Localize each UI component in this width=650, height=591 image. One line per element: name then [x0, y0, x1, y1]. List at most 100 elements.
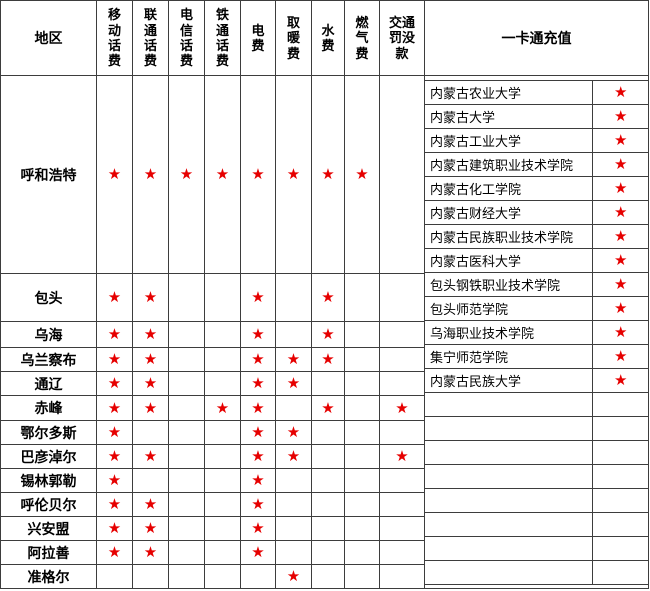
university-name-cell: 内蒙古医科大学: [425, 248, 593, 273]
star-cell: ★: [240, 444, 276, 469]
empty-cell: [132, 564, 169, 589]
empty-cell: [344, 321, 380, 348]
star-cell: ★: [240, 420, 276, 445]
star-cell: ★: [96, 492, 133, 517]
star-cell: ★: [132, 347, 169, 372]
empty-cell: [344, 492, 380, 517]
empty-cell: [275, 273, 312, 322]
empty-name-cell: [425, 536, 593, 561]
university-row: 乌海职业技术学院 ★: [425, 320, 648, 345]
empty-cell: [311, 468, 345, 493]
star-cell: ★: [168, 75, 205, 274]
empty-cell: [275, 540, 312, 565]
star-cell: ★: [591, 176, 648, 201]
empty-cell: [591, 512, 648, 537]
empty-cell: [311, 420, 345, 445]
empty-cell: [344, 395, 380, 421]
region-cell: 乌兰察布: [0, 347, 97, 372]
star-cell: ★: [96, 516, 133, 541]
star-cell: ★: [132, 516, 169, 541]
region-row: 乌海 ★ ★ ★ ★: [0, 321, 649, 348]
empty-cell: [275, 492, 312, 517]
empty-cell: [344, 347, 380, 372]
star-cell: ★: [275, 564, 312, 589]
star-cell: ★: [240, 492, 276, 517]
empty-cell: [344, 444, 380, 469]
region-cell: 兴安盟: [0, 516, 97, 541]
star-cell: ★: [591, 128, 648, 153]
empty-cell: [132, 468, 169, 493]
empty-cell: [168, 321, 205, 348]
region-cell: 通辽: [0, 371, 97, 396]
header-row: 地区 移 动 话 费 联 通 话 费 电 信 话 费 铁 通 话 费 电 费 取…: [0, 0, 649, 76]
empty-cell: [168, 492, 205, 517]
empty-row: [425, 392, 648, 417]
star-cell: ★: [591, 80, 648, 105]
star-cell: ★: [275, 371, 312, 396]
star-cell: ★: [240, 347, 276, 372]
university-name-cell: 集宁师范学院: [425, 344, 593, 369]
empty-cell: [344, 273, 380, 322]
empty-row: [425, 512, 648, 537]
star-cell: ★: [132, 371, 169, 396]
empty-cell: [379, 468, 425, 493]
region-row: 通辽 ★ ★ ★ ★: [0, 371, 649, 396]
star-cell: ★: [275, 347, 312, 372]
empty-cell: [379, 321, 425, 348]
region-row: 巴彦淖尔 ★ ★ ★ ★ ★: [0, 444, 649, 469]
empty-cell: [204, 516, 241, 541]
university-row: 内蒙古医科大学 ★: [425, 248, 648, 273]
empty-cell: [379, 347, 425, 372]
region-cell: 锡林郭勒: [0, 468, 97, 493]
empty-cell: [379, 564, 425, 589]
university-row: 内蒙古建筑职业技术学院 ★: [425, 152, 648, 177]
empty-cell: [344, 564, 380, 589]
university-name-cell: 包头师范学院: [425, 296, 593, 321]
empty-cell: [204, 321, 241, 348]
empty-cell: [168, 273, 205, 322]
university-row: 包头师范学院 ★: [425, 296, 648, 321]
star-cell: ★: [591, 200, 648, 225]
empty-cell: [204, 420, 241, 445]
header-card-recharge: 一卡通充值: [424, 0, 649, 76]
empty-cell: [344, 371, 380, 396]
star-cell: ★: [591, 104, 648, 129]
region-row: 包头 ★ ★ ★ ★: [0, 273, 649, 322]
star-cell: ★: [379, 444, 425, 469]
empty-cell: [96, 564, 133, 589]
empty-cell: [311, 492, 345, 517]
star-cell: ★: [96, 347, 133, 372]
empty-row: [425, 536, 648, 561]
star-cell: ★: [275, 420, 312, 445]
header-mobile-fee: 移 动 话 费: [96, 0, 133, 76]
star-cell: ★: [96, 273, 133, 322]
header-electricity-fee: 电 费: [240, 0, 276, 76]
empty-cell: [168, 468, 205, 493]
empty-cell: [204, 444, 241, 469]
empty-name-cell: [425, 488, 593, 513]
empty-cell: [379, 540, 425, 565]
star-cell: ★: [591, 272, 648, 297]
star-cell: ★: [591, 368, 648, 393]
star-cell: ★: [275, 75, 312, 274]
star-cell: ★: [96, 468, 133, 493]
empty-name-cell: [425, 416, 593, 441]
university-name-cell: 内蒙古建筑职业技术学院: [425, 152, 593, 177]
empty-cell: [168, 516, 205, 541]
star-cell: ★: [132, 273, 169, 322]
star-cell: ★: [240, 273, 276, 322]
star-cell: ★: [591, 296, 648, 321]
university-name-cell: 内蒙古民族职业技术学院: [425, 224, 593, 249]
empty-row: [425, 440, 648, 465]
star-cell: ★: [311, 75, 345, 274]
university-row: 内蒙古农业大学 ★: [425, 80, 648, 105]
star-cell: ★: [240, 75, 276, 274]
empty-name-cell: [425, 512, 593, 537]
university-name-cell: 内蒙古工业大学: [425, 128, 593, 153]
star-cell: ★: [591, 152, 648, 177]
star-cell: ★: [240, 321, 276, 348]
star-cell: ★: [591, 248, 648, 273]
empty-cell: [344, 516, 380, 541]
